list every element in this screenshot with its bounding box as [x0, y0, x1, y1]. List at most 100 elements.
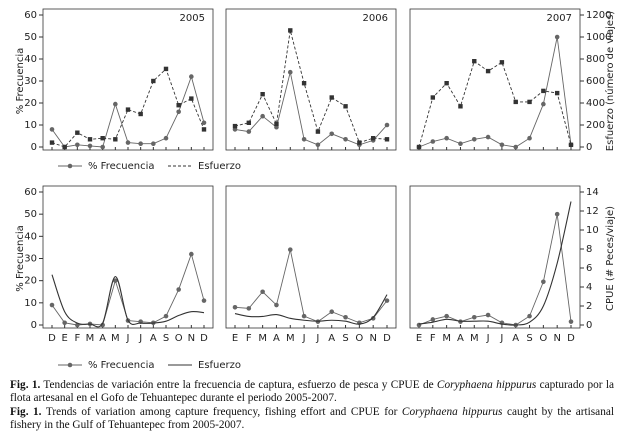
point — [113, 278, 118, 283]
x-tick-label: O — [539, 333, 547, 344]
y2-tick-label: 12 — [586, 206, 599, 217]
x-tick-label: M — [286, 333, 295, 344]
point — [125, 140, 131, 145]
series-line — [234, 30, 388, 144]
legend-label: % Frecuencia — [88, 360, 154, 371]
legend-marker — [67, 362, 73, 368]
x-tick-label: E — [232, 333, 238, 344]
point — [458, 104, 463, 109]
x-tick-label: S — [526, 333, 532, 344]
point — [485, 134, 491, 140]
point — [430, 139, 436, 144]
point — [541, 279, 546, 285]
x-tick-label: M — [442, 333, 451, 344]
y-tick-label: 0 — [31, 320, 37, 331]
y-tick-label: 10 — [24, 298, 37, 309]
panel-frame — [409, 8, 581, 151]
point — [370, 136, 376, 141]
x-tick-label: J — [126, 333, 130, 344]
point — [444, 81, 449, 86]
y-tick-label: 30 — [24, 76, 37, 87]
point — [287, 247, 293, 252]
point — [485, 312, 491, 318]
point — [274, 302, 279, 308]
x-tick-label: N — [553, 333, 560, 344]
y2-tick-label: 8 — [586, 244, 592, 255]
caption-text: caught by the artisanal fishery in the G… — [10, 406, 614, 431]
point — [384, 137, 390, 142]
x-tick-label: N — [369, 333, 376, 344]
y2-tick-label: 6 — [586, 263, 592, 274]
point — [151, 78, 156, 84]
panel-frame — [225, 8, 397, 151]
point — [568, 142, 574, 147]
point — [163, 313, 169, 319]
y2-tick-label: 14 — [586, 187, 599, 198]
x-tick-label: E — [416, 333, 422, 344]
fig-label: Fig. 1. — [10, 406, 42, 418]
point — [176, 109, 181, 115]
point — [458, 141, 463, 146]
point — [62, 320, 67, 326]
series-line — [51, 274, 205, 328]
species: Coryphaena hippurus — [436, 379, 537, 391]
point — [75, 130, 80, 135]
fig-label: Fig. 1. — [10, 379, 41, 391]
y2-tick-label: 400 — [586, 98, 605, 109]
point — [232, 123, 238, 129]
x-tick-label: M — [258, 333, 267, 344]
point — [444, 135, 449, 141]
point — [384, 122, 390, 128]
point — [315, 129, 321, 134]
series-line — [418, 201, 572, 326]
point — [343, 137, 348, 142]
point — [301, 313, 307, 319]
y-tick-label: 60 — [24, 10, 37, 21]
point — [189, 96, 194, 101]
point — [485, 68, 491, 74]
point — [513, 144, 519, 150]
y-tick-label: 50 — [24, 209, 37, 220]
point — [329, 131, 335, 137]
point — [472, 59, 477, 64]
point — [568, 319, 574, 324]
y2-tick-label: 1000 — [586, 32, 611, 43]
x-tick-label: J — [486, 333, 490, 344]
y-tick-label: 0 — [31, 142, 37, 153]
point — [100, 144, 105, 150]
caption-text: capturado por la flota artesanal en el G… — [10, 379, 614, 404]
point — [471, 314, 477, 320]
point — [62, 144, 67, 150]
x-tick-label: J — [499, 333, 503, 344]
point — [138, 141, 143, 146]
x-tick-label: A — [512, 333, 519, 344]
point — [370, 316, 376, 321]
panel-title: 2006 — [363, 13, 388, 24]
point — [430, 317, 436, 322]
series-line — [234, 249, 388, 324]
point — [527, 135, 532, 141]
point — [301, 81, 307, 86]
y2-axis-label: CPUE (# Peces/viaje) — [605, 206, 616, 311]
y2-tick-label: 10 — [586, 225, 599, 236]
x-tick-label: J — [138, 333, 142, 344]
point — [554, 90, 560, 96]
point — [87, 137, 93, 142]
caption-text: Tendencias de variación entre la frecuen… — [40, 379, 437, 391]
caption-en: Fig. 1. Trends of variation among captur… — [10, 406, 614, 432]
x-tick-label: A — [273, 333, 280, 344]
point — [201, 127, 207, 132]
point — [527, 313, 532, 319]
point — [499, 142, 505, 148]
point — [176, 287, 181, 292]
x-tick-label: D — [48, 333, 56, 344]
point — [246, 120, 252, 125]
y-tick-label: 10 — [24, 120, 37, 131]
point — [138, 111, 143, 117]
point — [329, 309, 335, 315]
point — [232, 304, 238, 310]
point — [201, 120, 207, 126]
y-tick-label: 20 — [24, 276, 37, 287]
y2-tick-label: 200 — [586, 120, 605, 131]
